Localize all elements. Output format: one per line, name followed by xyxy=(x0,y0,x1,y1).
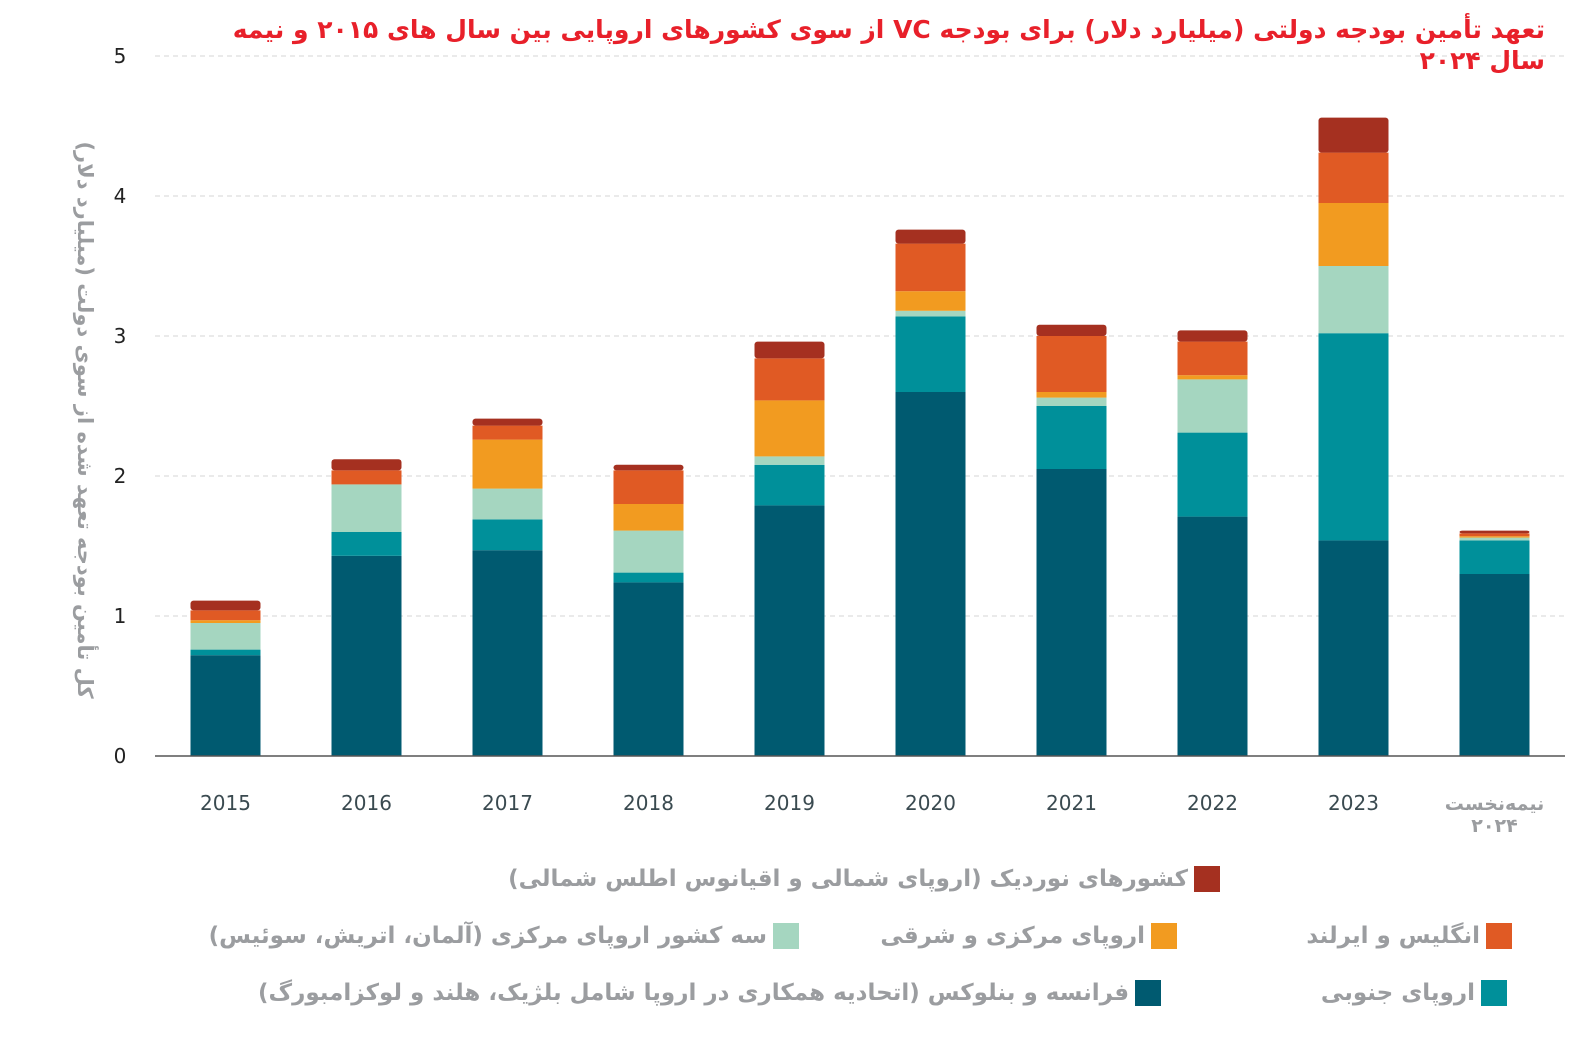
bar-segment xyxy=(1036,392,1107,398)
bar-segment xyxy=(1318,266,1389,334)
bar-segment xyxy=(613,464,684,471)
y-tick-label: 4 xyxy=(114,184,127,208)
bar-segment xyxy=(472,418,543,426)
bar-segment xyxy=(1459,533,1530,537)
bar-segment xyxy=(1177,432,1248,517)
bar-segment xyxy=(331,555,402,756)
bar-segment xyxy=(1318,540,1389,756)
bar-segment xyxy=(1459,574,1530,756)
x-tick-label: 2021 xyxy=(1046,791,1097,815)
legend-swatch xyxy=(1194,866,1220,892)
bar-segment xyxy=(1036,397,1107,406)
bar-segment xyxy=(895,392,966,756)
legend-swatch xyxy=(773,923,799,949)
legend-item-central-eastern: اروپای مرکزی و شرقی xyxy=(880,923,1177,949)
y-axis-label: کل تأمین بودجه تعهد شده از سوی دولت (میل… xyxy=(73,141,97,699)
bar-segment xyxy=(331,459,402,471)
bar-segment xyxy=(754,358,825,401)
bar-segment xyxy=(613,470,684,504)
x-tick-label: ۲۰۲۴ xyxy=(1471,815,1517,837)
bar-segment xyxy=(895,229,966,244)
bar-segment xyxy=(190,623,261,650)
bar-segment xyxy=(472,519,543,551)
bar-segment xyxy=(1036,324,1107,336)
x-tick-label: 2017 xyxy=(482,791,533,815)
bar-segment xyxy=(331,470,402,485)
bar-segment xyxy=(472,425,543,440)
bar-segment xyxy=(754,505,825,756)
bar-segment xyxy=(331,484,402,532)
bar-segment xyxy=(1459,530,1530,534)
y-tick-label: 5 xyxy=(114,44,127,68)
legend-item-nordic: کشورهای نوردیک (اروپای شمالی و اقیانوس ا… xyxy=(508,866,1220,892)
bar-segment xyxy=(895,243,966,292)
bar-segment xyxy=(1177,516,1248,756)
bar-segment xyxy=(754,456,825,465)
legend-label: فرانسه و بنلوکس (اتحادیه همکاری در اروپا… xyxy=(258,980,1129,1006)
legend-item-uk-ireland: انگلیس و ایرلند xyxy=(1306,923,1512,949)
x-tick-label: 2020 xyxy=(905,791,956,815)
y-tick-label: 0 xyxy=(114,744,127,768)
bar-segment xyxy=(754,464,825,506)
legend-label: اروپای مرکزی و شرقی xyxy=(880,923,1145,949)
bar-segment xyxy=(895,310,966,317)
bar-segment xyxy=(1318,203,1389,266)
y-tick-label: 1 xyxy=(114,604,127,628)
bar-segment xyxy=(895,291,966,311)
bar-segment xyxy=(1036,406,1107,469)
x-tick-label: نیمه‌نخست xyxy=(1445,793,1544,815)
legend-item-southern: اروپای جنوبی xyxy=(1321,980,1507,1006)
bar-segment xyxy=(472,488,543,520)
legend-label: سه کشور اروپای مرکزی (آلمان، اتریش، سوئی… xyxy=(208,923,767,949)
legend-label: اروپای جنوبی xyxy=(1320,980,1475,1006)
x-tick-label: 2019 xyxy=(764,791,815,815)
y-tick-label: 3 xyxy=(114,324,127,348)
bar-segment xyxy=(613,530,684,573)
bar-segment xyxy=(613,572,684,583)
bar-segment xyxy=(472,439,543,489)
bar-segment xyxy=(613,582,684,756)
x-tick-label: 2023 xyxy=(1328,791,1379,815)
bar-segment xyxy=(1459,537,1530,541)
x-tick-label: 2022 xyxy=(1187,791,1238,815)
bar-segment xyxy=(190,655,261,756)
legend-swatch xyxy=(1135,980,1161,1006)
y-tick-label: 2 xyxy=(114,464,127,488)
chart-title: تعهد تأمین بودجه دولتی (میلیارد دلار) بر… xyxy=(232,15,1545,75)
bar-segment xyxy=(190,610,261,621)
bar-segment xyxy=(1177,341,1248,376)
legend-swatch xyxy=(1486,923,1512,949)
legend-swatch xyxy=(1481,980,1507,1006)
bar-segment xyxy=(1459,540,1530,574)
bar-segment xyxy=(1036,336,1107,392)
bar-segment xyxy=(331,532,402,556)
legend-label: کشورهای نوردیک (اروپای شمالی و اقیانوس ا… xyxy=(508,866,1188,892)
x-tick-label: 2015 xyxy=(200,791,251,815)
bar-segment xyxy=(613,504,684,531)
bar-segment xyxy=(1177,379,1248,433)
legend-item-dach: سه کشور اروپای مرکزی (آلمان، اتریش، سوئی… xyxy=(209,923,799,949)
bar-segment xyxy=(1459,536,1530,538)
x-tick-label: 2018 xyxy=(623,791,674,815)
legend-item-france-benelux: فرانسه و بنلوکس (اتحادیه همکاری در اروپا… xyxy=(258,980,1161,1006)
bar-segment xyxy=(190,649,261,656)
bar-segment xyxy=(190,620,261,623)
bar-segment xyxy=(190,600,261,611)
legend-swatch xyxy=(1151,923,1177,949)
bar-segment xyxy=(1318,117,1389,153)
legend-label: انگلیس و ایرلند xyxy=(1306,923,1480,949)
bar-segment xyxy=(1318,152,1389,203)
bar-segment xyxy=(754,341,825,359)
bar-segment xyxy=(1177,375,1248,380)
bar-segment xyxy=(472,550,543,756)
x-tick-label: 2016 xyxy=(341,791,392,815)
bar-segment xyxy=(1036,469,1107,756)
bar-segment xyxy=(1177,330,1248,342)
bar-segment xyxy=(754,400,825,457)
bar-segment xyxy=(1318,333,1389,541)
bar-segment xyxy=(895,316,966,392)
